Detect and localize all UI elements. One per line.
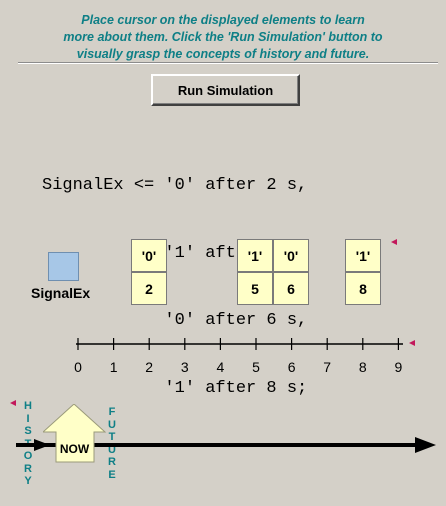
transaction-time-cell[interactable]: 5 [237,272,273,305]
history-letter: S [24,425,32,437]
time-axis-tick-label: 1 [110,359,118,375]
time-axis-tick-label: 8 [359,359,367,375]
time-axis-tick-label: 3 [181,359,189,375]
history-arrow-head-icon [34,439,50,451]
time-axis-tick-label: 9 [395,359,403,375]
code-line-1: SignalEx <= '0' after 2 s, [42,176,308,195]
future-letter: F [108,406,116,418]
signal-label: SignalEx [31,285,91,301]
pointer-marker-icon [391,239,397,245]
future-letter: E [108,468,116,481]
history-letter: Y [24,475,32,487]
future-letter: U [108,443,116,456]
transaction-time-cell[interactable]: 2 [131,272,167,305]
time-axis-tick-label: 5 [252,359,260,375]
time-axis-tick-label: 0 [74,359,82,375]
now-label: NOW [59,442,90,456]
future-letter: T [108,431,116,443]
transaction-time-cell[interactable]: 8 [345,272,381,305]
time-axis-tick-label: 6 [288,359,296,375]
divider [18,62,438,64]
instructions-line-3: visually grasp the concepts of history a… [76,47,370,61]
transaction-value-cell[interactable]: '1' [237,239,273,272]
future-letter: R [108,456,116,468]
run-simulation-button[interactable]: Run Simulation [151,74,300,106]
time-axis-tick-label: 7 [323,359,331,375]
time-axis-tick-label: 4 [217,359,225,375]
history-letter: H [24,400,32,412]
instructions-line-2: more about them. Click the 'Run Simulati… [63,30,383,44]
now-indicator-icon[interactable] [43,404,109,464]
transaction-time-cell[interactable]: 6 [273,272,309,305]
future-letter: U [108,418,116,431]
time-arrow-head-icon [415,437,436,453]
code-line-4: '1' after 8 s; [42,378,308,398]
history-letter: R [24,462,32,475]
history-letter: O [23,450,33,462]
instructions-line-1: Place cursor on the displayed elements t… [81,13,365,27]
pointer-marker-icon [10,400,16,406]
time-axis[interactable]: 0 1 2 3 4 5 6 7 8 9 [0,330,446,380]
instructions-text: Place cursor on the displayed elements t… [0,12,446,63]
code-line-3: '0' after 6 s, [42,311,308,330]
signal-value-indicator[interactable] [48,252,79,281]
pointer-marker-icon [409,340,415,346]
transaction-value-cell[interactable]: '0' [131,239,167,272]
transaction-value-cell[interactable]: '1' [345,239,381,272]
history-letter: I [26,412,30,425]
transaction-value-cell[interactable]: '0' [273,239,309,272]
time-axis-tick-label: 2 [145,359,153,375]
